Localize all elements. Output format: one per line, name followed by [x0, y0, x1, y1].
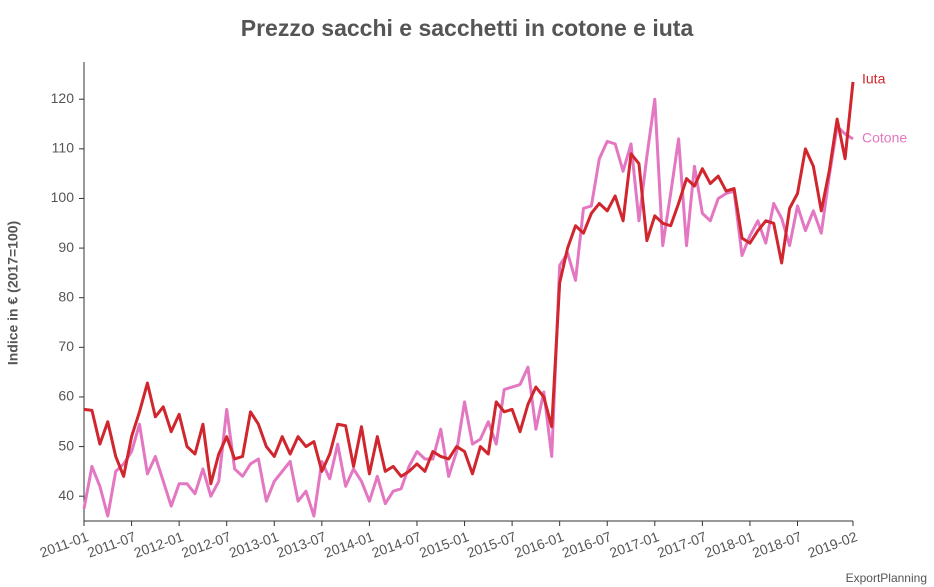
x-tick-label: 2016-07 — [560, 528, 614, 561]
y-axis-label: Indice in € (2017=100) — [5, 221, 21, 365]
y-tick-label: 120 — [51, 90, 75, 106]
y-tick-label: 40 — [58, 487, 74, 503]
y-tick-label: 100 — [51, 189, 75, 205]
x-tick-label: 2017-01 — [607, 528, 661, 561]
credit: ExportPlanning — [846, 571, 927, 585]
x-tick-label: 2014-01 — [322, 528, 376, 561]
x-tick-label: 2012-01 — [132, 528, 186, 561]
y-tick-label: 50 — [58, 437, 74, 453]
chart-title: Prezzo sacchi e sacchetti in cotone e iu… — [241, 15, 694, 41]
x-tick-label: 2013-01 — [227, 528, 281, 561]
x-tick-label: 2017-07 — [655, 528, 709, 561]
x-tick-label: 2018-01 — [702, 528, 756, 561]
x-tick-label: 2014-07 — [369, 528, 423, 561]
y-tick-label: 70 — [58, 338, 74, 354]
x-tick-label: 2011-01 — [38, 528, 91, 560]
y-tick-label: 110 — [52, 140, 75, 156]
x-tick-label: 2019-02 — [806, 528, 860, 561]
x-tick-label: 2012-07 — [179, 528, 233, 561]
series-label: Iuta — [862, 71, 886, 87]
x-tick-label: 2015-07 — [465, 528, 519, 561]
series-label: Cotone — [862, 130, 907, 146]
y-tick-label: 80 — [58, 288, 74, 304]
x-tick-label: 2015-01 — [417, 528, 471, 561]
x-tick-label: 2011-07 — [85, 528, 138, 560]
series-line — [82, 97, 854, 518]
x-tick-label: 2016-01 — [512, 528, 566, 561]
y-tick-label: 90 — [58, 239, 74, 255]
series-line — [83, 81, 855, 486]
y-tick-label: 60 — [58, 388, 74, 404]
x-tick-label: 2013-07 — [274, 528, 328, 561]
x-tick-label: 2018-07 — [750, 528, 804, 561]
